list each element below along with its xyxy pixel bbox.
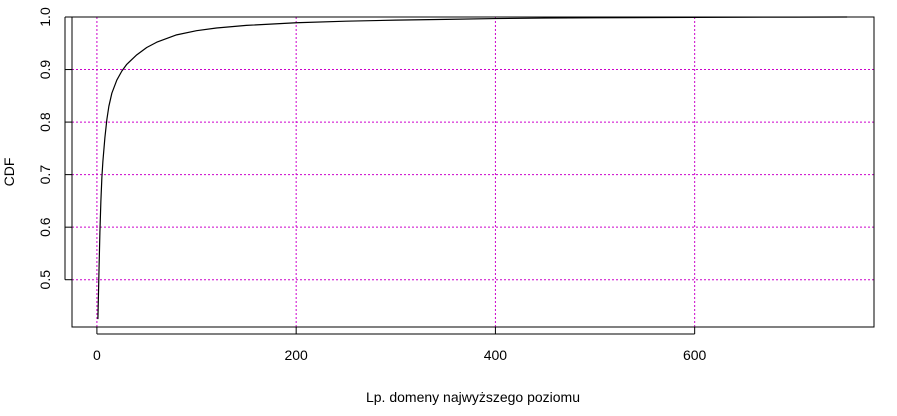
cdf-series-line-0 (97, 16, 848, 320)
x-axis-title: Lp. domeny najwyższego poziomu (366, 389, 580, 405)
x-tick-label-0: 0 (93, 347, 101, 363)
x-tick-label-1: 200 (284, 347, 308, 363)
y-axis-title: CDF (1, 158, 17, 187)
y-tick-label-1: 0.6 (37, 217, 53, 237)
grid-lines (72, 16, 874, 327)
x-axis: 0 200 400 600 (93, 327, 707, 363)
x-tick-label-3: 600 (683, 347, 707, 363)
y-tick-label-3: 0.8 (37, 112, 53, 132)
y-tick-label-0: 0.5 (37, 270, 53, 290)
y-axis: 0.5 0.6 0.7 0.8 0.9 1.0 (37, 7, 72, 289)
data-layer (97, 16, 848, 320)
y-tick-label-5: 1.0 (37, 7, 53, 27)
x-tick-label-2: 400 (484, 347, 508, 363)
y-tick-label-4: 0.9 (37, 60, 53, 80)
plot-frame (71, 16, 875, 328)
y-tick-label-2: 0.7 (37, 165, 53, 185)
